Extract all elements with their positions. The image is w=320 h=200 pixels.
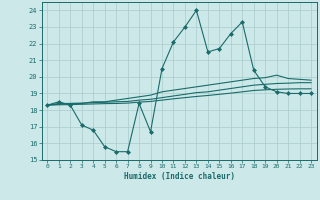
X-axis label: Humidex (Indice chaleur): Humidex (Indice chaleur) [124,172,235,181]
